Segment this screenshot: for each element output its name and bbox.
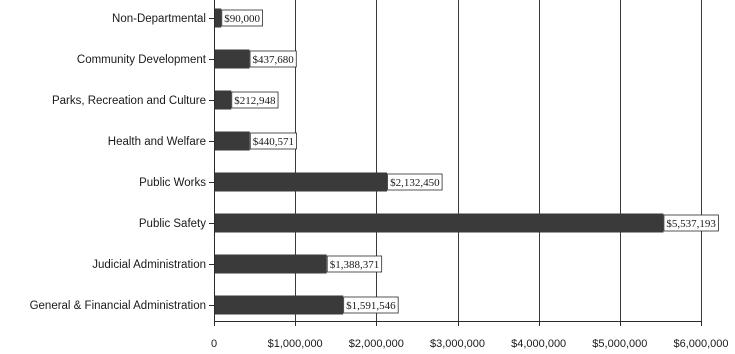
data-label-box — [221, 9, 263, 27]
data-label-box — [387, 173, 443, 191]
category-label: Non-Departmental — [112, 13, 206, 25]
data-label-text: $90,000 — [224, 13, 260, 25]
data-label-text: $440,571 — [253, 136, 294, 148]
x-tick-label: $4,000,000 — [511, 338, 566, 350]
data-label-text: $212,948 — [234, 95, 276, 107]
x-tick-label: $5,000,000 — [592, 338, 647, 350]
tick-label-layer: 0 $1,000,000 $2,000,000 $3,000,000 $4,000,00… — [211, 338, 729, 350]
data-label-text: $5,537,193 — [666, 218, 716, 230]
data-label-text: $2,132,450 — [390, 177, 440, 189]
data-label-box — [343, 296, 399, 314]
data-label-box — [663, 214, 719, 232]
bar-layer — [215, 8, 664, 315]
category-label: Judicial Administration — [92, 259, 206, 271]
data-label-text: $1,388,371 — [330, 259, 380, 271]
data-label: $1,388,371 — [326, 255, 383, 273]
category-label: Public Works — [139, 177, 206, 189]
category-label: Public Safety — [139, 218, 206, 230]
data-label-box — [249, 50, 297, 68]
bar — [215, 172, 388, 192]
data-label-box — [326, 255, 383, 273]
bar — [215, 213, 664, 233]
x-tick-label: $1,000,000 — [268, 338, 323, 350]
data-label: $212,948 — [231, 91, 279, 109]
data-label-text: $437,680 — [253, 54, 295, 66]
x-tick-label: 0 — [211, 338, 217, 350]
category-label: Parks, Recreation and Culture — [52, 95, 206, 107]
data-label: $90,000 — [221, 9, 263, 27]
bar — [215, 8, 222, 28]
grid-layer — [295, 0, 702, 321]
data-label-box — [231, 91, 279, 109]
bar — [215, 295, 344, 315]
category-label: Health and Welfare — [108, 136, 206, 148]
data-label: $437,680 — [249, 50, 297, 68]
data-label-layer: $90,000 $437,680 $212,948 $440,571 $2,132,45… — [221, 9, 719, 314]
axis-layer — [209, 0, 702, 326]
category-label: General & Financial Administration — [30, 300, 206, 312]
data-label: $5,537,193 — [663, 214, 719, 232]
data-label: $1,591,546 — [343, 296, 399, 314]
bar — [215, 254, 327, 274]
category-label: Community Development — [77, 54, 207, 66]
data-label: $440,571 — [249, 132, 297, 150]
data-label-box — [249, 132, 297, 150]
data-label-text: $1,591,546 — [346, 300, 396, 312]
bar — [215, 49, 250, 69]
x-tick-label: $3,000,000 — [430, 338, 485, 350]
bar — [215, 90, 232, 110]
bar — [215, 131, 250, 151]
category-label-layer: Non-Departmental Community Development Par… — [30, 13, 207, 312]
data-label: $2,132,450 — [387, 173, 443, 191]
x-tick-label: $6,000,000 — [673, 338, 728, 350]
x-tick-label: $2,000,000 — [349, 338, 404, 350]
